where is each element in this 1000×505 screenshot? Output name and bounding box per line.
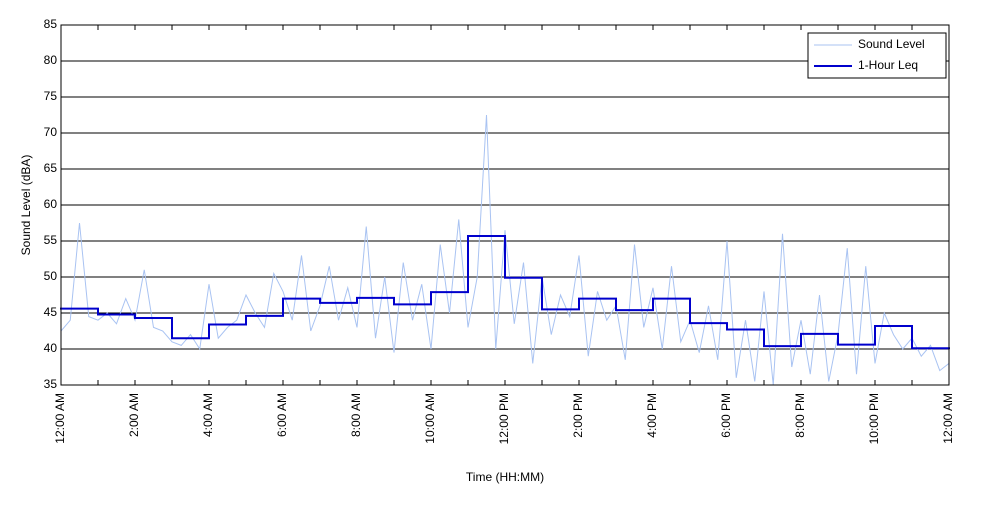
y-tick-label: 35 [44,377,58,391]
x-tick-label: 8:00 PM [793,393,807,438]
y-tick-label: 65 [44,161,58,175]
legend-box [807,32,947,79]
x-tick-label: 12:00 AM [53,393,67,444]
x-tick-label: 6:00 AM [275,393,289,437]
y-tick-label: 40 [44,341,58,355]
y-axis-label: Sound Level (dBA) [19,155,33,256]
y-tick-label: 55 [44,233,58,247]
legend-label: Sound Level [858,37,925,51]
x-tick-label: 10:00 PM [867,393,881,444]
x-tick-label: 12:00 PM [497,393,511,444]
x-tick-label: 4:00 PM [645,393,659,438]
sound-level-line [61,114,949,385]
x-tick-label: 2:00 AM [127,393,141,437]
x-tick-label: 6:00 PM [719,393,733,438]
x-tick-label: 10:00 AM [423,393,437,444]
x-axis-label: Time (HH:MM) [466,470,544,484]
y-tick-label: 70 [44,125,58,139]
plot-frame [60,24,950,386]
x-tick-label: 4:00 AM [201,393,215,437]
y-tick-label: 45 [44,305,58,319]
y-tick-label: 80 [44,53,58,67]
y-tick-label: 85 [44,17,58,31]
x-tick-label: 2:00 PM [571,393,585,438]
x-tick-label: 8:00 AM [349,393,363,437]
y-tick-label: 60 [44,197,58,211]
legend-label: 1-Hour Leq [858,58,918,72]
y-tick-label: 75 [44,89,58,103]
y-tick-label: 50 [44,269,58,283]
x-tick-label: 12:00 AM [941,393,955,444]
